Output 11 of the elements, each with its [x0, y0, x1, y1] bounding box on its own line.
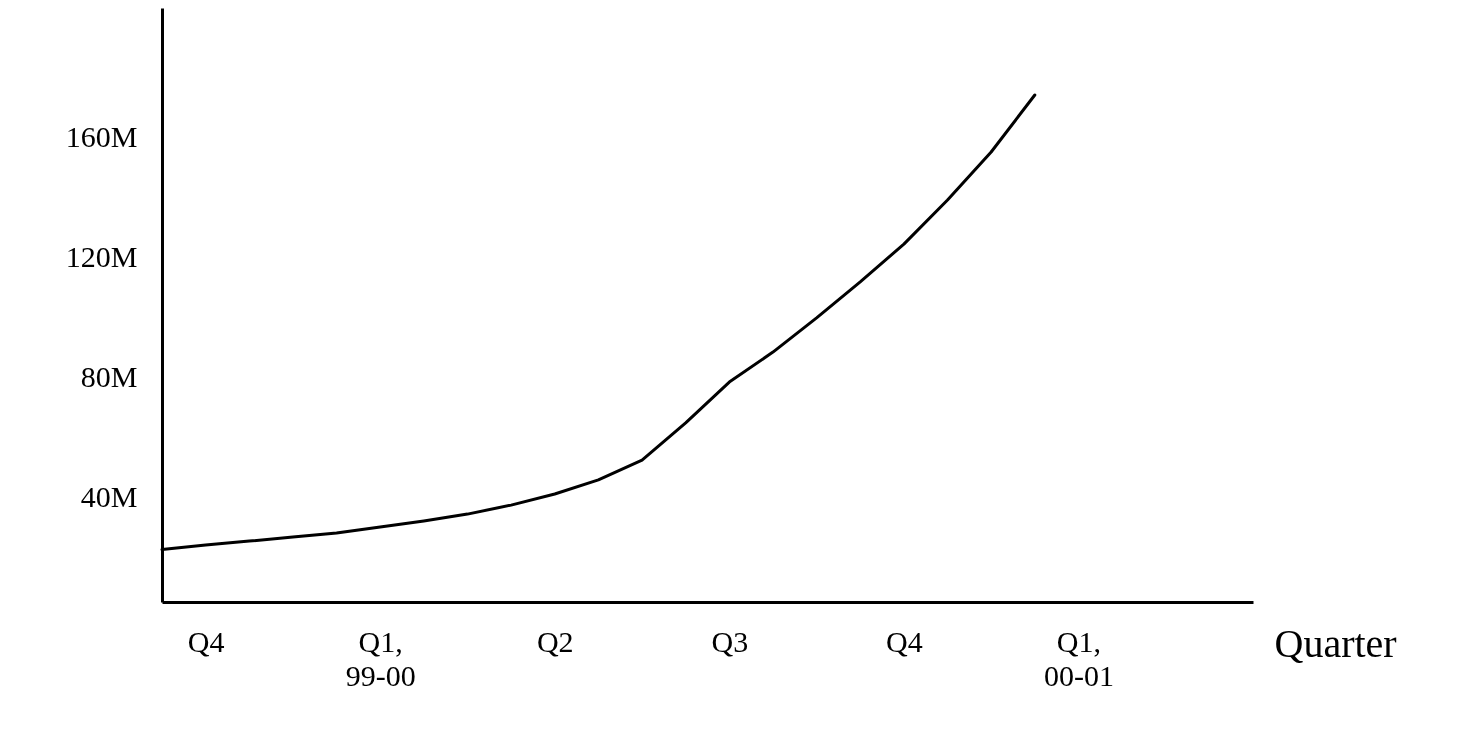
x-tick-label: Q2: [536, 624, 574, 658]
x-tick-label: Q4: [187, 624, 225, 658]
x-tick-label: Q1, 00-01: [1043, 624, 1114, 692]
x-tick-label: Q1, 99-00: [345, 624, 416, 692]
x-tick-label: Q4: [886, 624, 923, 658]
y-tick-label: 80M: [80, 359, 138, 393]
x-axis-title: Quarter: [1274, 620, 1397, 666]
x-tick-label: Q3: [711, 624, 749, 658]
y-tick-label: 40M: [80, 479, 138, 513]
y-tick-label: 120M: [65, 239, 138, 273]
y-tick-label: 160M: [65, 119, 138, 153]
